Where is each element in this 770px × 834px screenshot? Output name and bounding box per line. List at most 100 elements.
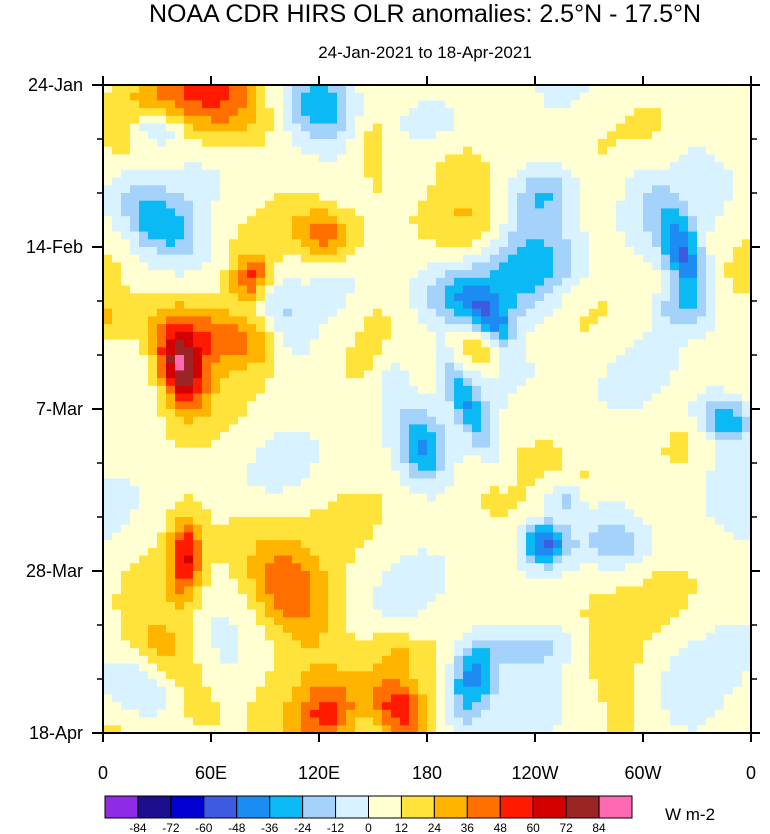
heatmap-cell <box>580 385 590 395</box>
heatmap-cell <box>418 362 428 372</box>
heatmap-cell <box>409 262 419 271</box>
heatmap-cell <box>490 555 500 564</box>
heatmap-cell <box>211 247 221 256</box>
heatmap-cell <box>274 139 284 148</box>
heatmap-cell <box>535 540 545 549</box>
heatmap-cell <box>310 293 320 302</box>
heatmap-cell <box>436 586 446 595</box>
heatmap-cell <box>589 571 599 580</box>
heatmap-cell <box>166 416 176 426</box>
heatmap-cell <box>499 270 509 279</box>
heatmap-cell <box>697 578 707 588</box>
heatmap-cell <box>292 486 302 495</box>
heatmap-cell <box>193 316 203 325</box>
heatmap-cell <box>148 247 158 256</box>
heatmap-cell <box>337 254 347 264</box>
heatmap-cell <box>724 455 734 464</box>
heatmap-cell <box>562 277 572 287</box>
heatmap-cell <box>472 200 482 210</box>
heatmap-cell <box>526 586 536 595</box>
heatmap-cell <box>211 424 221 433</box>
heatmap-cell <box>490 308 500 318</box>
heatmap-cell <box>310 131 320 140</box>
heatmap-cell <box>490 262 500 271</box>
heatmap-cell <box>670 370 680 379</box>
heatmap-cell <box>346 347 356 356</box>
heatmap-cell <box>553 293 563 302</box>
heatmap-cell <box>670 216 680 225</box>
heatmap-cell <box>616 270 626 279</box>
heatmap-cell <box>445 277 455 287</box>
heatmap-cell <box>238 385 248 395</box>
heatmap-cell <box>274 486 284 495</box>
heatmap-cell <box>445 177 455 186</box>
heatmap-cell <box>130 100 140 109</box>
heatmap-cell <box>634 85 644 94</box>
heatmap-cell <box>724 285 734 294</box>
heatmap-cell <box>355 115 365 125</box>
heatmap-cell <box>121 532 131 541</box>
heatmap-cell <box>634 493 644 503</box>
heatmap-cell <box>706 563 716 572</box>
heatmap-cell <box>571 239 581 248</box>
heatmap-cell <box>472 139 482 148</box>
heatmap-cell <box>706 393 716 402</box>
heatmap-cell <box>175 123 185 132</box>
heatmap-cell <box>652 177 662 186</box>
heatmap-cell <box>688 200 698 210</box>
heatmap-cell <box>346 463 356 472</box>
heatmap-cell <box>553 100 563 109</box>
heatmap-cell <box>337 131 347 140</box>
heatmap-cell <box>535 200 545 210</box>
heatmap-cell <box>652 301 662 310</box>
heatmap-cell <box>400 139 410 148</box>
heatmap-cell <box>535 378 545 387</box>
heatmap-cell <box>139 92 149 102</box>
heatmap-cell <box>616 100 626 109</box>
heatmap-cell <box>328 239 338 248</box>
heatmap-cell <box>544 123 554 132</box>
heatmap-cell <box>463 193 473 202</box>
heatmap-cell <box>103 177 113 186</box>
heatmap-cell <box>103 393 113 402</box>
heatmap-cell <box>346 416 356 426</box>
heatmap-cell <box>733 601 743 611</box>
heatmap-cell <box>481 223 491 233</box>
heatmap-cell <box>247 493 257 503</box>
heatmap-cell <box>391 478 401 487</box>
heatmap-cell <box>670 432 680 441</box>
heatmap-cell <box>463 301 473 310</box>
heatmap-cell <box>418 216 428 225</box>
heatmap-cell <box>643 594 653 603</box>
heatmap-cell <box>184 301 194 310</box>
heatmap-cell <box>508 301 518 310</box>
heatmap-cell <box>112 532 122 541</box>
heatmap-cell <box>319 85 329 94</box>
heatmap-cell <box>139 247 149 256</box>
heatmap-cell <box>337 470 347 480</box>
heatmap-cell <box>355 208 365 217</box>
heatmap-cell <box>580 254 590 264</box>
heatmap-cell <box>139 493 149 503</box>
heatmap-cell <box>220 185 230 194</box>
heatmap-cell <box>112 447 122 456</box>
heatmap-cell <box>427 493 437 503</box>
heatmap-cell <box>274 555 284 564</box>
heatmap-cell <box>328 439 338 449</box>
heatmap-cell <box>238 285 248 294</box>
heatmap-cell <box>697 586 707 595</box>
heatmap-cell <box>670 293 680 302</box>
heatmap-cell <box>121 324 131 333</box>
heatmap-cell <box>607 601 617 611</box>
heatmap-cell <box>139 308 149 318</box>
heatmap-cell <box>148 432 158 441</box>
heatmap-cell <box>247 424 257 433</box>
heatmap-cell <box>364 247 374 256</box>
heatmap-cell <box>427 609 437 618</box>
heatmap-cell <box>121 308 131 318</box>
heatmap-cell <box>328 293 338 302</box>
heatmap-cell <box>409 478 419 487</box>
heatmap-cell <box>526 409 536 418</box>
heatmap-cell <box>247 293 257 302</box>
heatmap-cell <box>526 463 536 472</box>
